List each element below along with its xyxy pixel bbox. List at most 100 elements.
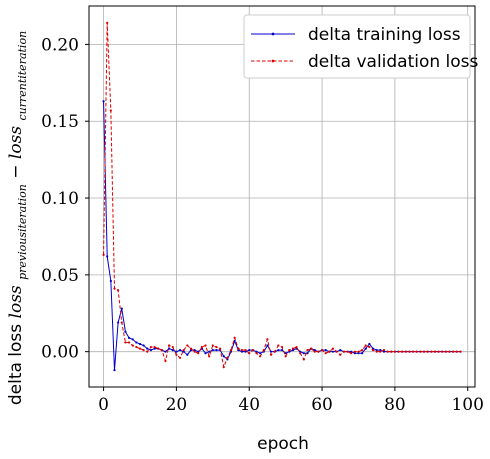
y-axis-label-sub1: previousiteration (16, 184, 29, 280)
series-point-2 (132, 344, 134, 346)
series-point-2 (346, 351, 348, 353)
series-point-1 (339, 349, 341, 351)
series-point-2 (456, 351, 458, 353)
series-point-2 (244, 349, 246, 351)
series-point-2 (168, 344, 170, 346)
series-point-2 (179, 357, 181, 359)
series-point-1 (332, 351, 334, 353)
series-point-2 (212, 344, 214, 346)
x-tick-label: 20 (166, 395, 188, 415)
series-point-2 (306, 349, 308, 351)
series-point-2 (288, 349, 290, 351)
series-point-1 (124, 331, 126, 333)
legend: delta training loss delta validation loss (244, 15, 479, 78)
series-point-1 (102, 100, 104, 102)
series-point-2 (259, 355, 261, 357)
series-point-2 (102, 254, 104, 256)
series-point-2 (336, 351, 338, 353)
series-point-1 (110, 280, 112, 282)
series-point-1 (270, 351, 272, 353)
series-point-1 (361, 352, 363, 354)
series-point-2 (190, 347, 192, 349)
legend-marker-2 (272, 60, 275, 63)
series-point-2 (412, 351, 414, 353)
series-point-1 (121, 308, 123, 310)
x-axis-label: epoch (257, 434, 309, 454)
series-point-1 (150, 349, 152, 351)
series-point-2 (139, 347, 141, 349)
series-point-2 (445, 351, 447, 353)
series-point-2 (423, 351, 425, 353)
y-axis-label-prefix: delta loss (6, 318, 26, 405)
legend-marker-1 (272, 33, 275, 36)
series-point-2 (150, 346, 152, 348)
x-tick-label: 40 (238, 395, 260, 415)
series-point-2 (332, 347, 334, 349)
series-point-2 (172, 346, 174, 348)
series-point-1 (248, 349, 250, 351)
series-point-1 (186, 354, 188, 356)
ticks: 0 20 40 60 80 1000.000.050.100.150.20 (41, 35, 484, 415)
series-point-2 (376, 351, 378, 353)
series-point-1 (281, 349, 283, 351)
series-point-1 (106, 255, 108, 257)
series-point-2 (153, 346, 155, 348)
series-point-2 (223, 366, 225, 368)
series-point-1 (259, 352, 261, 354)
series-point-2 (277, 344, 279, 346)
series-point-2 (408, 351, 410, 353)
series-point-2 (452, 351, 454, 353)
series-point-2 (197, 352, 199, 354)
series-point-2 (430, 351, 432, 353)
series-point-1 (223, 355, 225, 357)
series-point-2 (219, 347, 221, 349)
series-point-2 (121, 321, 123, 323)
series-point-2 (427, 351, 429, 353)
series-point-2 (295, 346, 297, 348)
series-point-1 (325, 349, 327, 351)
series-point-2 (416, 351, 418, 353)
series-point-2 (368, 346, 370, 348)
series-point-2 (383, 349, 385, 351)
series-point-2 (146, 351, 148, 353)
series-point-2 (204, 344, 206, 346)
series-point-2 (405, 351, 407, 353)
series-point-1 (135, 341, 137, 343)
series-point-1 (208, 351, 210, 353)
series-point-2 (321, 349, 323, 351)
series-point-1 (179, 349, 181, 351)
series-point-2 (263, 349, 265, 351)
series-point-2 (299, 352, 301, 354)
series-point-2 (201, 346, 203, 348)
series-point-2 (328, 351, 330, 353)
series-point-1 (139, 343, 141, 345)
series-point-2 (157, 347, 159, 349)
series-point-2 (124, 341, 126, 343)
series-point-2 (390, 351, 392, 353)
legend-label-1: delta training loss (308, 25, 461, 45)
series-line-1 (104, 101, 461, 370)
series-point-2 (281, 346, 283, 348)
series-point-1 (143, 344, 145, 346)
series-point-2 (401, 351, 403, 353)
series-point-2 (208, 355, 210, 357)
series-point-2 (434, 351, 436, 353)
series-point-2 (266, 338, 268, 340)
x-tick-label: 0 (98, 395, 109, 415)
series-point-2 (252, 349, 254, 351)
y-tick-label: 0.00 (41, 343, 79, 363)
series-point-2 (361, 349, 363, 351)
series-point-2 (437, 351, 439, 353)
y-axis-label: delta loss loss previousiteration − loss… (6, 31, 31, 405)
y-axis-label-minus: − (6, 159, 26, 179)
y-axis-label-loss1: loss (6, 285, 26, 318)
x-tick-label: 80 (384, 395, 406, 415)
series-point-1 (117, 321, 119, 323)
series-point-2 (285, 355, 287, 357)
series-point-2 (113, 288, 115, 290)
series-point-2 (106, 22, 108, 24)
series-point-1 (204, 352, 206, 354)
series-point-1 (368, 343, 370, 345)
x-tick-label: 100 (451, 395, 483, 415)
